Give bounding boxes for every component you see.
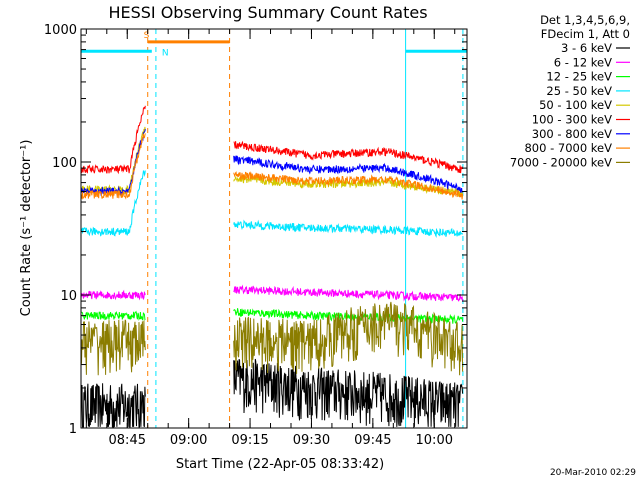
series-line-pre (80, 310, 146, 321)
legend-label-5: 100 - 300 keV (532, 113, 612, 127)
legend-label-2: 12 - 25 keV (546, 70, 612, 84)
legend-label-0: 3 - 6 keV (561, 41, 612, 55)
series-1 (80, 284, 464, 302)
x-tick-label: 09:45 (354, 433, 391, 448)
y-axis: 1 10 100 1000 (44, 23, 467, 437)
legend-label-6: 300 - 800 keV (532, 127, 612, 141)
plot-area: SN (80, 29, 467, 428)
legend-header-line2: FDecim 1, Att 0 (541, 27, 630, 41)
series-5 (80, 105, 464, 175)
x-tick-label: 09:15 (231, 433, 268, 448)
series-0 (80, 358, 464, 428)
series-line-post (233, 155, 463, 193)
x-axis-label: Start Time (22-Apr-05 08:33:42) (176, 457, 384, 472)
series-line-pre (80, 170, 146, 237)
legend-header-line1: Det 1,3,4,5,6,9, (540, 13, 630, 27)
y-tick-label: 100 (52, 156, 77, 171)
flag-label-n: N (162, 48, 169, 58)
series-line-post (233, 358, 464, 427)
series-line-pre (80, 133, 146, 200)
x-tick-label: 10:00 (416, 433, 453, 448)
series-line-pre (80, 289, 146, 301)
legend-label-7: 800 - 7000 keV (524, 141, 612, 155)
series-line-pre (80, 105, 146, 175)
series-7 (80, 133, 464, 200)
series-line-post (233, 308, 464, 325)
series-line-pre (80, 383, 146, 428)
series-line-post (233, 301, 464, 376)
series-line-post (233, 140, 464, 174)
legend-label-8: 7000 - 20000 keV (510, 155, 612, 169)
series-line-pre (80, 319, 146, 376)
y-tick-label: 1 (69, 422, 77, 437)
legend-label-3: 25 - 50 keV (546, 84, 612, 98)
series-8 (80, 301, 464, 376)
x-tick-label: 08:45 (109, 433, 146, 448)
legend-label-4: 50 - 100 keV (539, 98, 612, 112)
y-tick-label: 1000 (44, 23, 77, 38)
series-2 (80, 308, 464, 325)
legend: Det 1,3,4,5,6,9, FDecim 1, Att 0 3 - 6 k… (510, 13, 630, 169)
series-line-post (233, 171, 464, 200)
footer-date: 20-Mar-2010 02:29 (550, 468, 636, 478)
flag-label-s: S (144, 31, 150, 41)
y-axis-label: Count Rate (s⁻¹ detector⁻¹) (19, 140, 34, 317)
x-tick-label: 09:00 (170, 433, 207, 448)
legend-label-1: 6 - 12 keV (554, 55, 612, 69)
chart-title: HESSI Observing Summary Count Rates (108, 3, 427, 22)
series-3 (80, 170, 464, 238)
y-tick-label: 10 (60, 289, 77, 304)
plot-frame (80, 28, 468, 429)
x-tick-label: 09:30 (293, 433, 330, 448)
series-line-post (233, 284, 464, 302)
x-axis: 08:45 09:00 09:15 09:30 09:45 10:00 (85, 29, 456, 448)
series-line-post (233, 219, 464, 238)
